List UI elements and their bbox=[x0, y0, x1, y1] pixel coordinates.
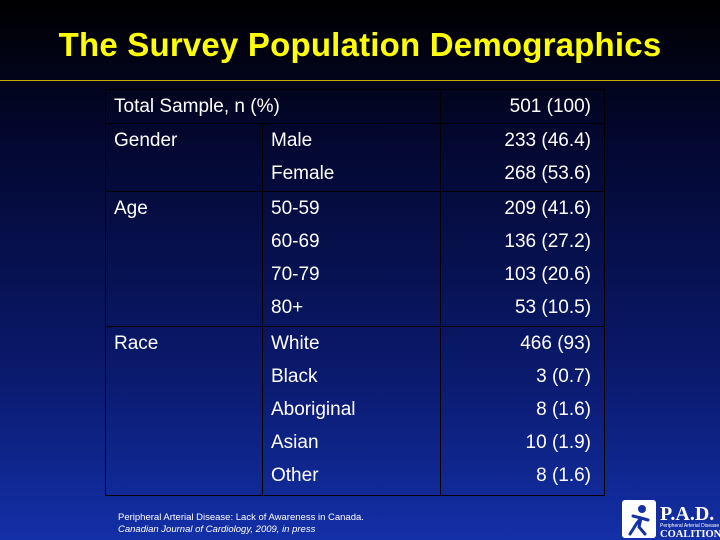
category-label: White bbox=[271, 333, 320, 355]
gender-values: 233 (46.4) 268 (53.6) bbox=[440, 122, 606, 193]
category-value: 3 (0.7) bbox=[536, 366, 592, 388]
category-value: 8 (1.6) bbox=[536, 399, 592, 421]
gender-categories: Male Female bbox=[261, 122, 442, 193]
category-value: 268 (53.6) bbox=[504, 163, 592, 184]
race-values: 466 (93) 3 (0.7) 8 (1.6) 10 (1.9) 8 (1.6… bbox=[440, 326, 606, 496]
race-categories: White Black Aboriginal Asian Other bbox=[261, 326, 442, 496]
table-row-age: Age 50-59 60-69 70-79 80+ 209 (41.6) 136… bbox=[105, 191, 606, 328]
category-label: 60-69 bbox=[271, 231, 320, 253]
logo-name: P.A.D. bbox=[660, 503, 714, 525]
citation: Peripheral Arterial Disease: Lack of Awa… bbox=[118, 512, 364, 536]
category-value: 466 (93) bbox=[520, 333, 592, 355]
table-row-total: Total Sample, n (%) 501 (100) bbox=[104, 89, 606, 124]
category-label: Aboriginal bbox=[271, 399, 356, 421]
pad-coalition-logo: P.A.D. Peripheral Arterial Disease COALI… bbox=[622, 500, 720, 540]
table-row-race: Race White Black Aboriginal Asian Other … bbox=[105, 326, 606, 496]
total-label: Total Sample, n (%) bbox=[104, 89, 442, 124]
group-label-gender: Gender bbox=[105, 122, 263, 193]
category-label: Black bbox=[271, 366, 318, 388]
category-value: 8 (1.6) bbox=[536, 465, 592, 487]
category-label: Other bbox=[271, 465, 319, 487]
category-label: Asian bbox=[271, 432, 319, 454]
category-value: 136 (27.2) bbox=[504, 231, 592, 253]
category-label: Female bbox=[271, 163, 335, 184]
age-categories: 50-59 60-69 70-79 80+ bbox=[261, 191, 442, 328]
group-label-race: Race bbox=[105, 326, 263, 496]
category-value: 53 (10.5) bbox=[514, 297, 592, 319]
logo-tagline: Peripheral Arterial Disease bbox=[660, 523, 719, 529]
category-value: 10 (1.9) bbox=[525, 432, 592, 454]
table-row-gender: Gender Male Female 233 (46.4) 268 (53.6) bbox=[105, 122, 606, 193]
category-label: 80+ bbox=[271, 297, 304, 319]
category-value: 233 (46.4) bbox=[504, 130, 592, 151]
title-divider bbox=[0, 80, 720, 81]
logo-word: COALITION bbox=[660, 529, 720, 540]
demographics-table: Total Sample, n (%) 501 (100) Gender Mal… bbox=[104, 89, 606, 496]
category-label: 70-79 bbox=[271, 264, 320, 286]
group-label-age: Age bbox=[105, 191, 263, 328]
category-value: 103 (20.6) bbox=[504, 264, 592, 286]
citation-journal: Canadian Journal of Cardiology, 2009, in… bbox=[118, 524, 316, 535]
category-value: 209 (41.6) bbox=[504, 198, 592, 220]
total-value: 501 (100) bbox=[440, 89, 606, 124]
category-label: 50-59 bbox=[271, 198, 320, 220]
category-label: Male bbox=[271, 130, 313, 151]
age-values: 209 (41.6) 136 (27.2) 103 (20.6) 53 (10.… bbox=[440, 191, 606, 328]
slide-title: The Survey Population Demographics bbox=[58, 26, 662, 63]
citation-title: Peripheral Arterial Disease: Lack of Awa… bbox=[118, 512, 364, 523]
